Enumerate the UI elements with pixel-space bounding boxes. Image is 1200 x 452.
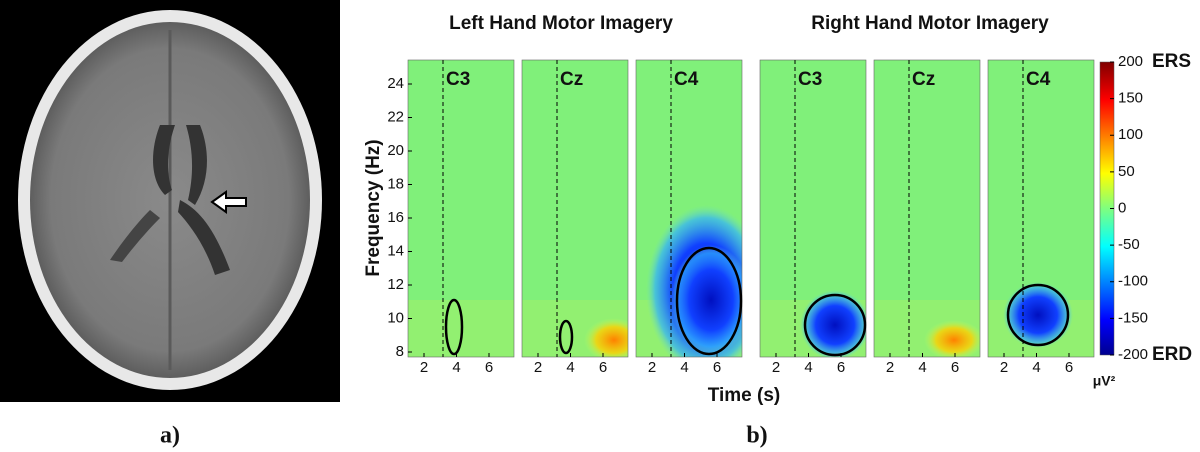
- y-tick-label: 16: [387, 209, 404, 226]
- x-tick-label: 4: [804, 359, 812, 376]
- group-title: Right Hand Motor Imagery: [811, 13, 1049, 34]
- frame: [635, 59, 743, 358]
- x-tick-label: 6: [485, 359, 493, 376]
- y-tick-label: 14: [387, 242, 404, 259]
- ct-image: [0, 0, 340, 402]
- panel-label: b): [746, 423, 767, 449]
- colorbar-tick-label: 150: [1118, 90, 1143, 107]
- x-tick-label: 2: [886, 359, 894, 376]
- x-tick-label: 4: [566, 359, 574, 376]
- highlight: [444, 298, 464, 356]
- erd-ers-region: [1003, 282, 1073, 348]
- frame: [987, 59, 1095, 358]
- y-axis-label: Frequency (Hz): [363, 139, 384, 276]
- spectrogram: [874, 60, 980, 357]
- y-tick-label: 22: [387, 108, 404, 125]
- spectrogram: [522, 60, 628, 357]
- x-tick-label: 6: [951, 359, 959, 376]
- group-title: Left Hand Motor Imagery: [449, 13, 673, 34]
- frame: [873, 59, 981, 358]
- frame: [521, 59, 629, 358]
- y-tick-label: 18: [387, 175, 404, 192]
- y-tick-label: 10: [387, 309, 404, 326]
- frame: [407, 59, 515, 358]
- erd-ers-region: [671, 245, 742, 355]
- frame: [759, 59, 867, 358]
- channel-label: C4: [1026, 69, 1051, 90]
- channel-label: Cz: [912, 69, 935, 90]
- highlight: [558, 319, 574, 355]
- highlight: [1006, 283, 1070, 347]
- colorbar-tick-label: 100: [1118, 126, 1143, 143]
- colorbar-tick-label: -150: [1118, 309, 1148, 326]
- x-tick-label: 4: [452, 359, 460, 376]
- x-tick-label: 2: [1000, 359, 1008, 376]
- y-tick-label: 8: [396, 343, 404, 360]
- colorbar-top-label: ERS: [1152, 51, 1191, 72]
- spectrogram: [636, 60, 742, 357]
- x-tick-label: 6: [1065, 359, 1073, 376]
- colorbar-tick-label: 200: [1118, 53, 1143, 70]
- colorbar-tick-label: -50: [1118, 236, 1140, 253]
- x-tick-label: 6: [599, 359, 607, 376]
- highlight: [675, 246, 743, 356]
- spectrogram: [988, 60, 1094, 357]
- y-tick-label: 24: [387, 75, 404, 92]
- erd-ers-region: [924, 320, 980, 357]
- x-tick-label: 2: [648, 359, 656, 376]
- colorbar-tick-label: -100: [1118, 273, 1148, 290]
- spectrogram: [760, 60, 866, 357]
- x-tick-label: 4: [1032, 359, 1040, 376]
- channel-label: C4: [674, 69, 699, 90]
- colorbar-tick-label: 0: [1118, 199, 1126, 216]
- panel-label: a): [160, 423, 180, 449]
- x-tick-label: 6: [713, 359, 721, 376]
- channel-label: Cz: [560, 69, 583, 90]
- x-tick-label: 2: [772, 359, 780, 376]
- channel-label: C3: [798, 69, 822, 90]
- colorbar-tick-label: -200: [1118, 346, 1148, 363]
- x-tick-label: 4: [680, 359, 688, 376]
- highlight: [803, 293, 867, 357]
- colorbar-unit: μV²: [1093, 373, 1116, 389]
- x-tick-label: 2: [534, 359, 542, 376]
- x-axis-label: Time (s): [708, 385, 781, 406]
- colorbar-tick-label: 50: [1118, 163, 1135, 180]
- y-tick-label: 12: [387, 276, 404, 293]
- x-tick-label: 6: [837, 359, 845, 376]
- erd-ers-region: [584, 318, 628, 357]
- y-tick-label: 20: [387, 142, 404, 159]
- x-tick-label: 4: [918, 359, 926, 376]
- x-tick-label: 2: [420, 359, 428, 376]
- colorbar-bottom-label: ERD: [1152, 344, 1192, 365]
- erd-ers-region: [800, 290, 866, 357]
- channel-label: C3: [446, 69, 470, 90]
